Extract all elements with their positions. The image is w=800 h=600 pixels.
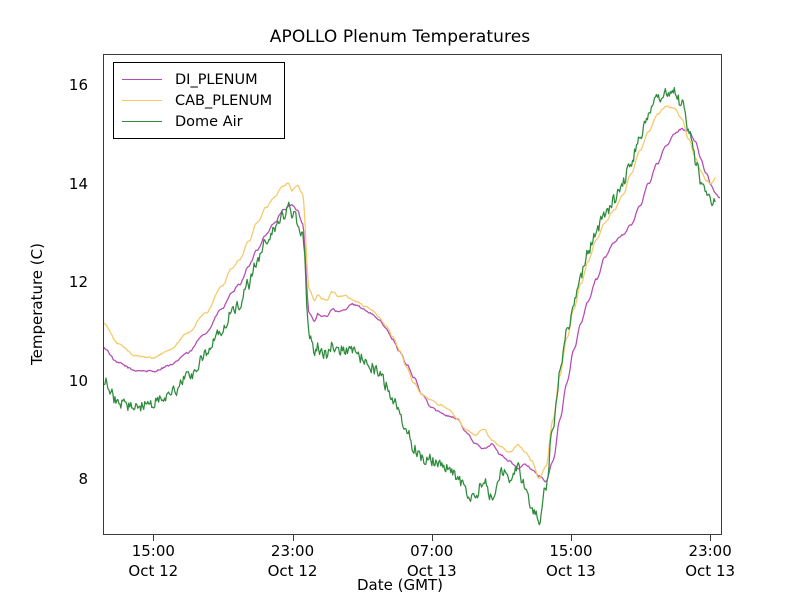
series-lines bbox=[104, 87, 720, 526]
y-axis-tick-label: 10 bbox=[68, 371, 88, 390]
legend-color-swatch bbox=[122, 100, 162, 101]
x-axis-tick-mark bbox=[292, 535, 294, 541]
y-axis-label: Temperature (C) bbox=[28, 243, 46, 365]
legend: DI_PLENUM CAB_PLENUM Dome Air bbox=[113, 62, 286, 139]
x-axis-tick-label: 07:00 Oct 13 bbox=[357, 541, 507, 581]
legend-item-label: Dome Air bbox=[175, 113, 243, 130]
plot-inner bbox=[104, 55, 721, 534]
series-line-dome-air bbox=[104, 87, 716, 526]
x-axis-tick-mark bbox=[570, 535, 572, 541]
x-axis-tick-label: 23:00 Oct 12 bbox=[218, 541, 368, 581]
x-tick-time: 23:00 bbox=[270, 542, 315, 560]
legend-color-swatch bbox=[122, 79, 162, 80]
x-axis-tick-label: 15:00 Oct 12 bbox=[78, 541, 228, 581]
legend-item-label: CAB_PLENUM bbox=[175, 92, 273, 109]
legend-item[interactable]: Dome Air bbox=[122, 111, 272, 132]
series-line-cab-plenum bbox=[104, 105, 716, 479]
x-tick-date: Oct 13 bbox=[685, 562, 736, 580]
x-tick-time: 23:00 bbox=[688, 542, 732, 560]
x-tick-date: Oct 12 bbox=[267, 562, 318, 580]
y-axis-tick-label: 14 bbox=[68, 174, 88, 193]
x-tick-date: Oct 12 bbox=[128, 562, 179, 580]
x-tick-date: Oct 13 bbox=[546, 562, 596, 580]
legend-color-swatch bbox=[122, 121, 162, 122]
legend-item[interactable]: DI_PLENUM bbox=[122, 69, 272, 90]
x-axis-tick-label: 15:00 Oct 13 bbox=[496, 541, 646, 581]
x-axis-tick-mark bbox=[710, 535, 712, 541]
y-axis-tick-label: 8 bbox=[78, 470, 88, 489]
x-axis-label: Date (GMT) bbox=[356, 576, 444, 594]
x-tick-date: Oct 13 bbox=[406, 562, 457, 580]
x-tick-time: 07:00 bbox=[410, 542, 454, 560]
y-axis-tick-label: 16 bbox=[68, 76, 88, 95]
legend-item-label: DI_PLENUM bbox=[175, 71, 258, 88]
series-line-di-plenum bbox=[104, 127, 720, 483]
x-tick-time: 15:00 bbox=[131, 542, 175, 560]
x-tick-time: 15:00 bbox=[549, 542, 593, 560]
x-axis-tick-mark bbox=[431, 535, 433, 541]
y-axis-tick-label: 12 bbox=[68, 273, 88, 292]
x-axis-tick-mark bbox=[153, 535, 155, 541]
legend-item[interactable]: CAB_PLENUM bbox=[122, 90, 272, 111]
x-axis-tick-label: 23:00 Oct 13 bbox=[635, 541, 785, 581]
page-title: APOLLO Plenum Temperatures bbox=[269, 27, 531, 47]
